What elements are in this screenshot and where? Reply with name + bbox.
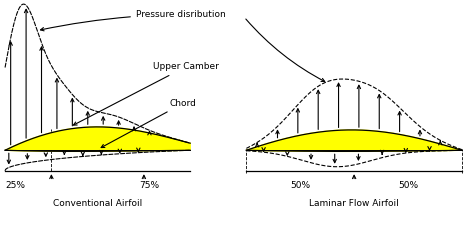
- Text: Laminar Flow Airfoil: Laminar Flow Airfoil: [309, 199, 399, 208]
- Text: Chord: Chord: [101, 99, 197, 148]
- Text: 75%: 75%: [139, 181, 159, 190]
- Polygon shape: [5, 127, 190, 151]
- Text: Conventional Airfoil: Conventional Airfoil: [53, 199, 142, 208]
- Text: Pressure disribution: Pressure disribution: [40, 10, 226, 31]
- Polygon shape: [246, 130, 462, 151]
- Text: Upper Camber: Upper Camber: [73, 62, 219, 125]
- Text: 50%: 50%: [398, 181, 418, 190]
- Text: 50%: 50%: [290, 181, 310, 190]
- Text: 25%: 25%: [6, 181, 26, 190]
